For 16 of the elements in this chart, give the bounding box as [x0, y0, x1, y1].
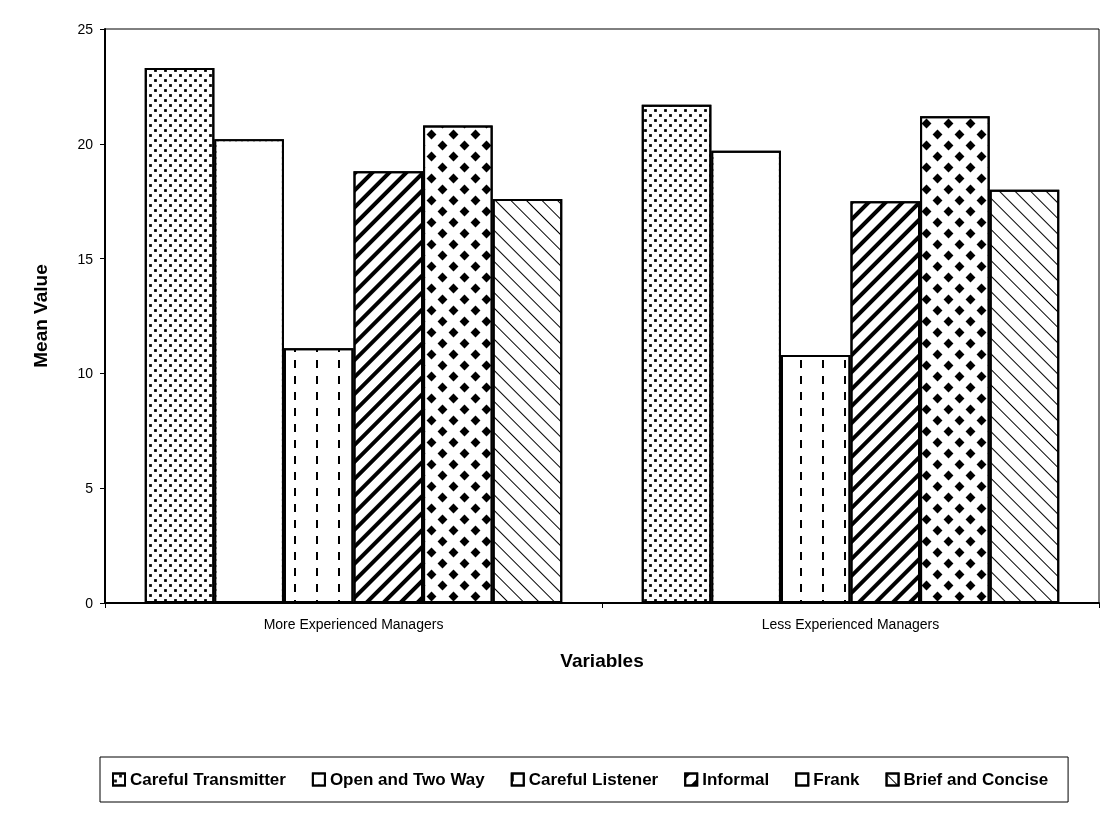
y-tick-label: 5: [85, 480, 94, 497]
legend-label: Careful Listener: [528, 770, 659, 789]
legend-label: Frank: [813, 770, 861, 789]
y-tick-label: 20: [77, 135, 94, 152]
y-tick-label: 10: [77, 365, 94, 382]
y-axis-title: Mean Value: [30, 264, 51, 368]
legend-label: Brief and Concise: [903, 770, 1049, 789]
legend-label: Informal: [702, 770, 770, 789]
legend-label: Careful Transmitter: [130, 770, 287, 789]
x-tick-label: More Experienced Managers: [263, 616, 444, 632]
x-tick-label: Less Experienced Managers: [761, 616, 940, 632]
y-tick-label: 0: [85, 595, 94, 611]
y-tick-label: 25: [77, 21, 94, 37]
x-axis-title: Variables: [560, 650, 644, 671]
y-tick-label: 15: [77, 250, 94, 267]
legend-label: Open and Two Way: [329, 770, 486, 789]
